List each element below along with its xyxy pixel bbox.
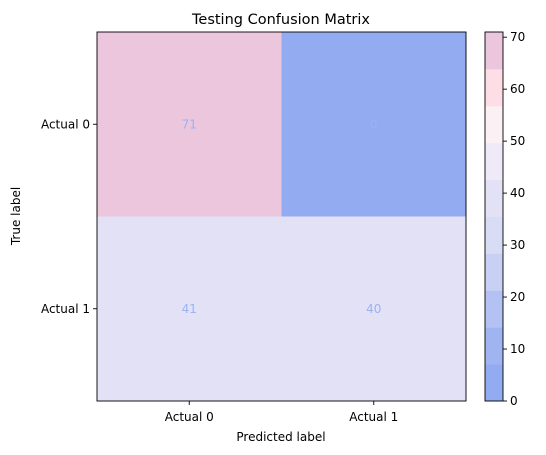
colorbar-tick-label: 70 [510,30,525,44]
colorbar-ticks: 0 10 20 30 40 50 60 70 [503,30,525,408]
colorbar-tick-label: 20 [510,290,525,304]
colorbar-frame [484,31,504,402]
cell-value-label: 41 [182,302,197,316]
matrix-cells [97,32,467,402]
colorbar-tick-label: 10 [510,342,525,356]
colorbar-segment [485,142,503,181]
colorbar-segment [485,216,503,254]
colorbar-tick-label: 30 [510,238,525,252]
colorbar-segment [485,32,503,70]
cell-value-label: 0 [370,117,378,131]
matrix-value-labels: 71 0 41 40 [182,117,382,316]
colorbar-tick-label: 60 [510,82,525,96]
cell-value-label: 71 [182,117,197,131]
x-tick-label: Actual 1 [349,410,398,424]
matrix-cell-r1-c1 [281,216,467,402]
colorbar-segment [485,364,503,402]
colorbar-segment [485,105,503,144]
y-axis-ticks: Actual 0 Actual 1 [41,117,97,316]
colorbar-segment [485,290,503,328]
matrix-frame [96,31,467,402]
matrix-cell-r1-c0 [97,216,282,402]
x-axis-label: Predicted label [236,430,325,444]
x-tick-label: Actual 0 [165,410,214,424]
x-axis-ticks: Actual 0 Actual 1 [165,401,398,424]
colorbar [485,32,503,402]
y-axis-label: True label [9,187,23,246]
colorbar-tick-label: 0 [510,394,518,408]
colorbar-tick-label: 40 [510,186,525,200]
y-tick-label: Actual 1 [41,302,90,316]
colorbar-segment [485,253,503,291]
matrix-cell-r0-c0 [97,32,282,217]
colorbar-segment [485,327,503,365]
colorbar-segment [485,179,503,217]
colorbar-tick-label: 50 [510,134,525,148]
chart-title: Testing Confusion Matrix [191,12,370,28]
cell-value-label: 40 [366,302,381,316]
matrix-cell-r0-c1 [281,32,467,217]
colorbar-segment [485,68,503,107]
y-tick-label: Actual 0 [41,117,90,131]
